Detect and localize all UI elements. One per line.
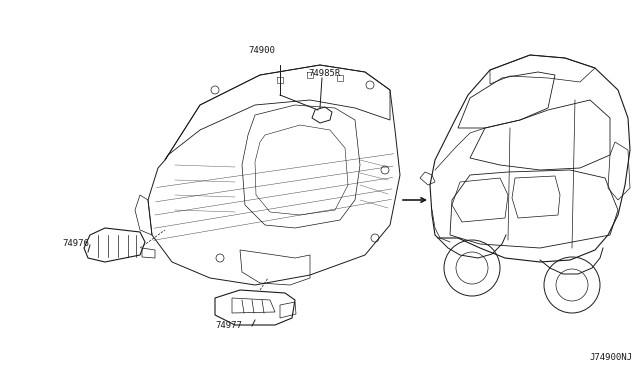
Text: J74900NJ: J74900NJ [589, 353, 632, 362]
Text: 74985R: 74985R [308, 69, 340, 78]
Text: 74976: 74976 [62, 239, 89, 248]
Text: 74977: 74977 [215, 321, 242, 330]
Text: 74900: 74900 [248, 46, 275, 55]
